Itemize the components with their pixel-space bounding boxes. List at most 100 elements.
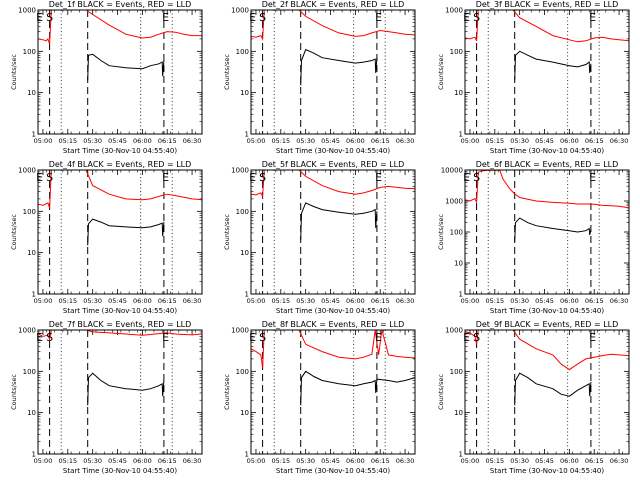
- y-tick-label: 1000: [445, 7, 463, 15]
- x-tick-label: 05:00: [247, 297, 266, 305]
- x-tick-label: 05:45: [321, 137, 340, 145]
- y-tick-label: 1: [245, 451, 249, 459]
- x-tick-label: 05:30: [296, 457, 315, 465]
- x-tick-label: 05:00: [461, 297, 480, 305]
- y-tick-label: 100: [236, 208, 249, 216]
- y-tick-label: 100: [236, 48, 249, 56]
- marker-annotation: E: [375, 11, 382, 24]
- panel-title: Det_1f BLACK = Events, RED = LLD: [49, 0, 192, 9]
- x-tick-label: 05:00: [34, 297, 53, 305]
- y-axis-label: Counts/sec: [437, 54, 445, 90]
- x-tick-label: 06:15: [585, 137, 604, 145]
- marker-annotation: S: [473, 171, 480, 184]
- y-axis-label: Counts/sec: [223, 374, 231, 410]
- plot-frame: [37, 329, 203, 455]
- x-axis-label: Start Time (30-Nov-10 04:55:40): [276, 467, 390, 475]
- events-series-line: [87, 53, 165, 81]
- x-tick-label: 05:15: [271, 457, 290, 465]
- y-tick-label: 1: [32, 451, 36, 459]
- events-series-line: [87, 218, 165, 246]
- x-tick-label: 05:30: [296, 137, 315, 145]
- marker-annotation: S: [259, 171, 266, 184]
- y-tick-label: 10: [240, 249, 249, 257]
- x-tick-label: 05:15: [485, 297, 504, 305]
- x-tick-label: 05:30: [83, 137, 102, 145]
- x-tick-label: 06:30: [183, 137, 202, 145]
- plot-frame: [464, 329, 630, 455]
- x-tick-label: 06:15: [371, 137, 390, 145]
- x-tick-label: 05:30: [510, 457, 529, 465]
- x-tick-label: 05:00: [247, 457, 266, 465]
- x-tick-label: 05:45: [108, 457, 127, 465]
- panel-2: Det_2f BLACK = Events, RED = LLD Counts/s…: [223, 0, 416, 155]
- x-tick-label: 05:15: [485, 457, 504, 465]
- marker-annotation: E: [375, 171, 382, 184]
- y-tick-label: 100: [450, 229, 463, 237]
- y-tick-label: 100: [23, 208, 36, 216]
- x-tick-label: 05:15: [271, 137, 290, 145]
- y-tick-label: 1: [245, 131, 249, 139]
- x-tick-label: 05:15: [485, 137, 504, 145]
- plot-frame: [464, 169, 630, 295]
- x-tick-label: 05:00: [461, 137, 480, 145]
- x-tick-label: 06:00: [133, 137, 152, 145]
- y-axis-label: Counts/sec: [10, 374, 18, 410]
- x-tick-label: 06:15: [371, 457, 390, 465]
- x-tick-label: 05:45: [108, 297, 127, 305]
- events-series-line: [87, 372, 165, 406]
- plot-frame: [37, 169, 203, 295]
- x-tick-label: 05:00: [34, 137, 53, 145]
- y-tick-label: 10: [240, 89, 249, 97]
- x-tick-label: 05:15: [271, 297, 290, 305]
- y-tick-label: 1000: [231, 327, 249, 335]
- y-tick-label: 100: [23, 368, 36, 376]
- x-axis-label: Start Time (30-Nov-10 04:55:40): [63, 147, 177, 155]
- lld-series-line: [465, 330, 629, 371]
- panel-7: Det_7f BLACK = Events, RED = LLD Counts/s…: [10, 320, 203, 475]
- y-tick-label: 10: [454, 409, 463, 417]
- y-tick-label: 100: [450, 368, 463, 376]
- x-tick-label: 06:30: [610, 457, 629, 465]
- y-tick-label: 1000: [445, 198, 463, 206]
- marker-annotation: E: [36, 11, 43, 24]
- marker-annotation: S: [46, 331, 53, 344]
- x-tick-label: 05:45: [535, 137, 554, 145]
- marker-annotation: E: [589, 331, 596, 344]
- x-tick-label: 05:30: [83, 457, 102, 465]
- marker-annotation: S: [259, 11, 266, 24]
- x-tick-label: 05:30: [296, 297, 315, 305]
- y-axis-label: Counts/sec: [437, 374, 445, 410]
- marker-annotation: E: [36, 331, 43, 344]
- marker-annotation: E: [589, 171, 596, 184]
- y-tick-label: 1000: [231, 7, 249, 15]
- panel-6: Det_6f BLACK = Events, RED = LLD Counts/s…: [437, 160, 630, 315]
- x-tick-label: 05:00: [34, 457, 53, 465]
- x-tick-label: 06:00: [133, 457, 152, 465]
- y-tick-label: 1000: [18, 7, 36, 15]
- x-axis-label: Start Time (30-Nov-10 04:55:40): [490, 147, 604, 155]
- x-tick-label: 05:45: [535, 457, 554, 465]
- marker-annotation: E: [463, 171, 470, 184]
- y-tick-label: 1: [459, 291, 463, 299]
- panel-title: Det_6f BLACK = Events, RED = LLD: [476, 160, 619, 169]
- y-tick-label: 1000: [445, 327, 463, 335]
- y-axis-label: Counts/sec: [223, 54, 231, 90]
- events-series-line: [300, 48, 378, 86]
- marker-annotation: S: [473, 11, 480, 24]
- x-tick-label: 05:30: [83, 297, 102, 305]
- plot-frame: [250, 169, 416, 295]
- lld-series-line: [38, 170, 202, 209]
- plot-frame: [464, 9, 630, 135]
- marker-annotation: E: [589, 11, 596, 24]
- marker-annotation: E: [162, 11, 169, 24]
- x-tick-label: 05:00: [461, 457, 480, 465]
- x-tick-label: 06:30: [183, 457, 202, 465]
- x-tick-label: 06:15: [158, 297, 177, 305]
- y-tick-label: 100: [23, 48, 36, 56]
- marker-annotation: E: [36, 171, 43, 184]
- panel-4: Det_4f BLACK = Events, RED = LLD Counts/s…: [10, 160, 203, 315]
- y-tick-label: 10: [27, 89, 36, 97]
- y-axis-label: Counts/sec: [10, 54, 18, 90]
